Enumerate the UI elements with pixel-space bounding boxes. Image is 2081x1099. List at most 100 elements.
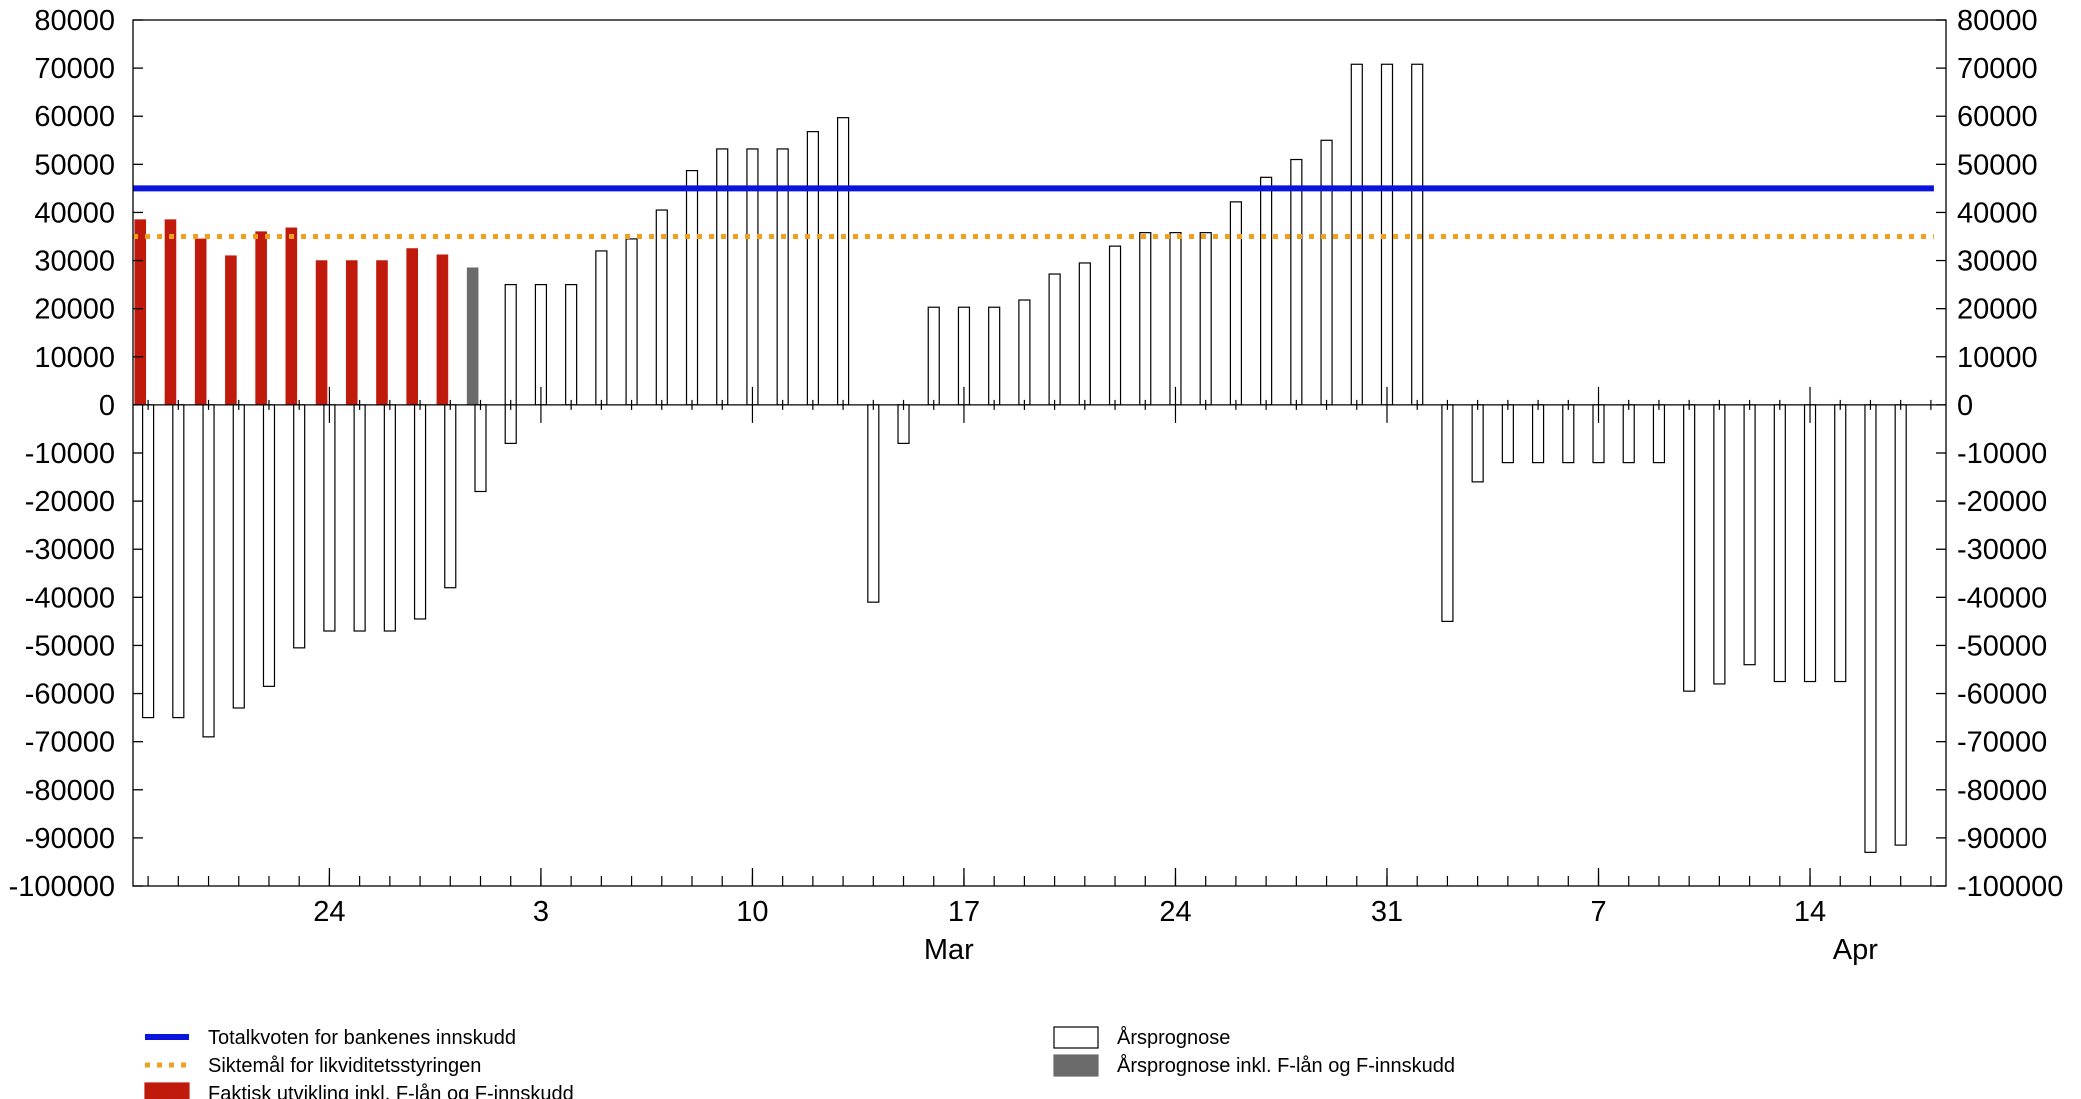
bar-mark xyxy=(595,250,608,406)
plot-border xyxy=(132,19,1947,887)
bar-mark xyxy=(625,238,638,406)
bar-mark xyxy=(285,227,298,406)
bar-mark xyxy=(466,267,479,406)
y-tick-label-left: -20000 xyxy=(25,486,115,518)
y-axis-ticks: 80000 80000 70000 70000 60000 60000 50000 50000… xyxy=(9,5,2064,903)
bar-mark xyxy=(1834,404,1847,683)
bar-mark xyxy=(474,404,487,493)
bar-mark xyxy=(988,306,1001,406)
y-tick-label-right: -60000 xyxy=(1957,679,2047,711)
y-tick-label-left: 0 xyxy=(99,390,115,422)
bar-mark xyxy=(1773,404,1786,683)
bar-mark xyxy=(1743,404,1756,666)
bar-layer xyxy=(134,63,1907,853)
y-tick-label-right: 80000 xyxy=(1957,5,2038,37)
bar-mark xyxy=(1803,404,1817,683)
bar-mark xyxy=(172,404,185,719)
bar-mark xyxy=(927,306,940,406)
bar-mark xyxy=(1864,404,1877,853)
legend-swatch-box xyxy=(1053,1026,1099,1049)
y-tick-label-right: 70000 xyxy=(1957,53,2038,85)
bar-mark xyxy=(1320,139,1333,406)
bar-mark xyxy=(1018,299,1031,406)
bar-mark xyxy=(436,254,449,406)
bar-mark xyxy=(836,117,850,406)
y-tick-label-left: 20000 xyxy=(34,294,115,326)
y-tick-label-right: 40000 xyxy=(1957,197,2038,229)
bar-mark xyxy=(806,131,819,406)
y-tick-label-left: 30000 xyxy=(34,246,115,278)
bar-mark xyxy=(1441,404,1454,622)
legend-label: Faktisk utvikling inkl. F-lån og F-innsk… xyxy=(208,1083,574,1099)
y-tick-label-left: 10000 xyxy=(34,342,115,374)
bar-mark xyxy=(655,209,668,406)
bar-mark xyxy=(565,284,578,406)
bar-mark xyxy=(1652,404,1666,464)
bar-mark xyxy=(262,404,276,687)
legend-label: Årsprognose xyxy=(1117,1026,1230,1049)
bar-mark xyxy=(1713,404,1726,685)
bar-mark xyxy=(1290,158,1303,406)
bar-mark xyxy=(1108,245,1122,406)
x-tick-label: 3 xyxy=(533,896,549,928)
y-tick-label-right: 30000 xyxy=(1957,246,2038,278)
bar-mark xyxy=(345,260,358,406)
y-tick-label-left: -90000 xyxy=(25,823,115,855)
x-month-label: Apr xyxy=(1833,934,1878,966)
bar-mark xyxy=(413,404,427,620)
y-tick-label-right: -50000 xyxy=(1957,630,2047,662)
bar-mark xyxy=(293,404,306,649)
bar-mark xyxy=(232,404,245,709)
legend-swatch-box xyxy=(144,1082,190,1099)
y-tick-label-right: -70000 xyxy=(1957,727,2047,759)
bar-mark xyxy=(1894,404,1907,846)
y-tick-label-right: -30000 xyxy=(1957,534,2047,566)
bar-mark xyxy=(383,404,396,632)
y-tick-label-right: 0 xyxy=(1957,390,1973,422)
x-tick-label: 17 xyxy=(948,896,980,928)
bar-mark xyxy=(315,260,328,406)
y-tick-label-right: 60000 xyxy=(1957,101,2038,133)
y-tick-label-right: 10000 xyxy=(1957,342,2038,374)
bar-mark xyxy=(1260,176,1273,406)
bar-mark xyxy=(376,260,388,406)
bar-mark xyxy=(164,219,177,406)
bar-mark xyxy=(1048,273,1061,406)
y-tick-label-right: -80000 xyxy=(1957,775,2047,807)
bar-mark xyxy=(142,404,155,719)
bar-mark xyxy=(1139,232,1152,406)
bar-mark xyxy=(1562,404,1575,464)
bar-mark xyxy=(353,404,366,632)
y-tick-label-left: -10000 xyxy=(25,438,115,470)
y-tick-label-right: -90000 xyxy=(1957,823,2047,855)
y-tick-label-right: -20000 xyxy=(1957,486,2047,518)
bar-mark xyxy=(202,404,215,738)
bar-mark xyxy=(504,404,517,444)
legend-swatch-box xyxy=(1053,1054,1099,1077)
bar-mark xyxy=(1078,262,1091,406)
y-tick-label-right: 50000 xyxy=(1957,149,2038,181)
y-tick-label-right: -10000 xyxy=(1957,438,2047,470)
x-tick-label: 24 xyxy=(1159,896,1191,928)
bar-mark xyxy=(1622,404,1635,464)
x-tick-label: 14 xyxy=(1794,896,1826,928)
legend-label: Årsprognose inkl. F-lån og F-innskudd xyxy=(1117,1054,1455,1077)
bar-mark xyxy=(323,404,336,632)
x-tick-label: 10 xyxy=(736,896,768,928)
y-tick-label-right: -40000 xyxy=(1957,582,2047,614)
legend: Totalkvoten for bankenes innskudd Siktemå… xyxy=(144,1026,1455,1099)
y-tick-label-left: 40000 xyxy=(34,197,115,229)
bar-mark xyxy=(504,284,517,406)
bar-mark xyxy=(194,238,207,406)
bar-mark xyxy=(1531,404,1545,464)
bar-mark xyxy=(1501,404,1514,464)
bar-mark xyxy=(1199,232,1212,406)
y-tick-label-left: -60000 xyxy=(25,679,115,711)
reference-line-layer xyxy=(133,185,1934,239)
bar-mark xyxy=(1471,404,1484,483)
bar-mark xyxy=(1229,201,1243,406)
y-tick-label-right: -100000 xyxy=(1957,871,2063,903)
x-tick-label: 7 xyxy=(1590,896,1606,928)
y-tick-label-left: -50000 xyxy=(25,630,115,662)
